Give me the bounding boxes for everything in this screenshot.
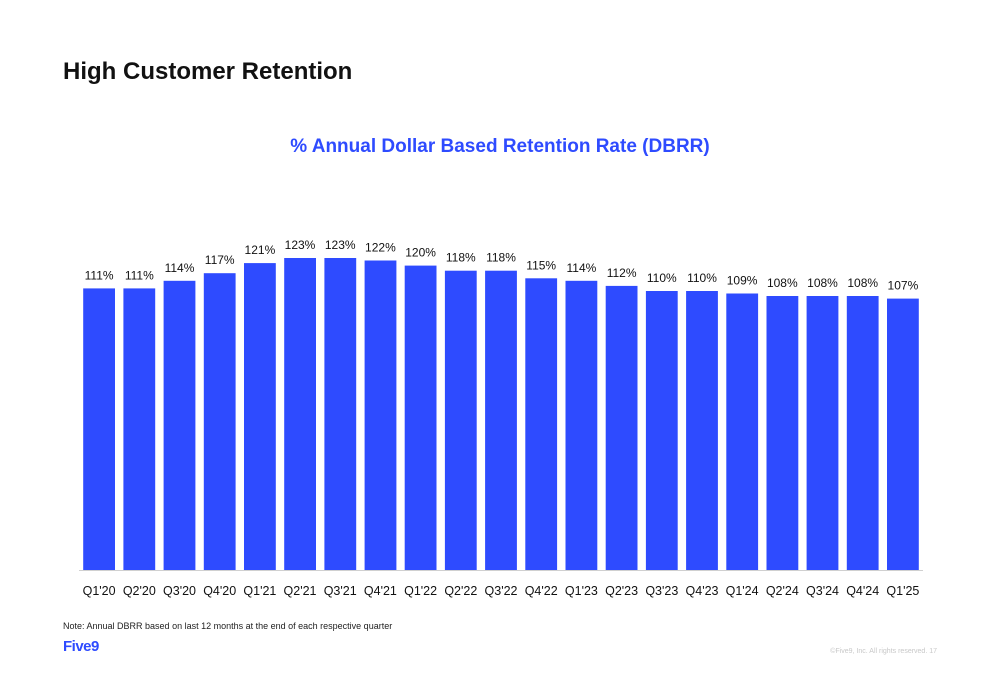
value-label: 118% xyxy=(486,251,516,265)
bar-Q1'21 xyxy=(244,263,276,570)
bar-Q2'21 xyxy=(284,258,316,570)
bar-Q2'22 xyxy=(444,270,477,570)
bar-Q3'23 xyxy=(645,291,678,570)
category-label: Q1'23 xyxy=(565,584,598,598)
value-label: 108% xyxy=(807,276,838,290)
category-label: Q4'21 xyxy=(364,584,397,598)
value-label: 108% xyxy=(767,276,798,290)
bar-Q4'23 xyxy=(686,291,718,570)
bar-Q4'20 xyxy=(203,273,236,570)
value-label: 118% xyxy=(446,251,476,265)
bar-Q3'21 xyxy=(324,258,357,570)
bar-Q2'24 xyxy=(766,296,799,570)
value-label: 112% xyxy=(607,266,637,280)
category-label: Q4'24 xyxy=(846,584,879,598)
value-label: 107% xyxy=(888,279,919,293)
slide-title: High Customer Retention xyxy=(63,58,353,85)
bar-Q4'21 xyxy=(364,260,397,570)
category-label: Q3'22 xyxy=(485,584,518,598)
value-label: 115% xyxy=(526,258,556,272)
bar-Q1'25 xyxy=(887,298,919,570)
category-label: Q2'24 xyxy=(766,584,799,598)
bar-Q1'23 xyxy=(565,280,598,570)
category-label: Q2'23 xyxy=(605,584,638,598)
value-label: 120% xyxy=(405,246,436,260)
category-label: Q2'20 xyxy=(123,584,156,598)
bar-Q4'22 xyxy=(525,278,558,570)
category-label: Q3'24 xyxy=(806,584,839,598)
value-label: 111% xyxy=(125,268,154,282)
bar-Q3'24 xyxy=(806,296,839,570)
category-label: Q1'25 xyxy=(886,584,919,598)
bar-Q2'20 xyxy=(123,288,156,570)
category-label: Q3'23 xyxy=(645,584,678,598)
value-label: 123% xyxy=(285,238,316,252)
bar-Q3'22 xyxy=(485,270,517,570)
value-label: 122% xyxy=(365,241,396,255)
category-label: Q1'21 xyxy=(243,584,276,598)
category-label: Q4'22 xyxy=(525,584,558,598)
bar-Q1'22 xyxy=(404,265,437,570)
value-label: 111% xyxy=(85,268,114,282)
category-label: Q3'21 xyxy=(324,584,357,598)
footnote: Note: Annual DBRR based on last 12 month… xyxy=(63,621,393,631)
category-label: Q2'21 xyxy=(284,584,317,598)
category-label: Q3'20 xyxy=(163,584,196,598)
copyright-text: ©Five9, Inc. All rights reserved. 17 xyxy=(830,648,937,655)
bar-Q3'20 xyxy=(163,280,196,570)
category-label: Q1'20 xyxy=(83,584,116,598)
value-label: 110% xyxy=(687,271,717,285)
value-label: 114% xyxy=(566,261,596,275)
value-label: 123% xyxy=(325,238,356,252)
category-label: Q4'23 xyxy=(686,584,719,598)
chart-title: % Annual Dollar Based Retention Rate (DB… xyxy=(290,136,710,157)
bar-Q1'24 xyxy=(726,293,759,570)
category-label: Q1'24 xyxy=(726,584,759,598)
category-label: Q4'20 xyxy=(203,584,236,598)
value-label: 110% xyxy=(647,271,677,285)
bar-Q2'23 xyxy=(605,285,638,570)
value-label: 108% xyxy=(847,276,878,290)
category-label: Q2'22 xyxy=(444,584,477,598)
bar-Q1'20 xyxy=(83,288,115,570)
value-label: 109% xyxy=(727,274,758,288)
value-label: 114% xyxy=(165,261,195,275)
category-label: Q1'22 xyxy=(404,584,437,598)
five9-logo: Five9 xyxy=(63,638,99,655)
value-label: 117% xyxy=(205,253,235,267)
value-label: 121% xyxy=(245,243,276,257)
bar-Q4'24 xyxy=(846,296,879,570)
